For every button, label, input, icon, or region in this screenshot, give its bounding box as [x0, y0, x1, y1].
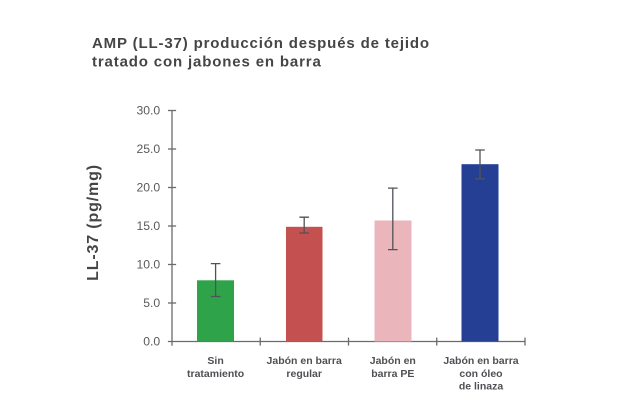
svg-text:Jabón en barra: Jabón en barra: [443, 355, 518, 367]
svg-text:5.0: 5.0: [143, 296, 160, 310]
svg-text:0.0: 0.0: [143, 335, 160, 349]
svg-text:tratado con jabones en barra: tratado con jabones en barra: [92, 54, 322, 71]
svg-text:25.0: 25.0: [136, 142, 160, 156]
svg-text:Jabón en: Jabón en: [370, 355, 416, 367]
svg-text:Jabón en barra: Jabón en barra: [267, 355, 342, 367]
svg-text:tratamiento: tratamiento: [187, 368, 244, 380]
svg-text:AMP (LL-37) producción después: AMP (LL-37) producción después de tejido: [92, 35, 430, 52]
svg-text:15.0: 15.0: [136, 219, 160, 233]
svg-text:Sin: Sin: [207, 355, 223, 367]
svg-text:de linaza: de linaza: [459, 381, 504, 393]
svg-text:30.0: 30.0: [136, 104, 160, 118]
svg-text:con óleo: con óleo: [459, 368, 502, 380]
svg-text:10.0: 10.0: [136, 258, 160, 272]
svg-text:20.0: 20.0: [136, 181, 160, 195]
svg-text:regular: regular: [286, 368, 322, 380]
svg-text:barra PE: barra PE: [371, 368, 414, 380]
svg-text:LL-37 (pg/mg): LL-37 (pg/mg): [85, 164, 102, 281]
